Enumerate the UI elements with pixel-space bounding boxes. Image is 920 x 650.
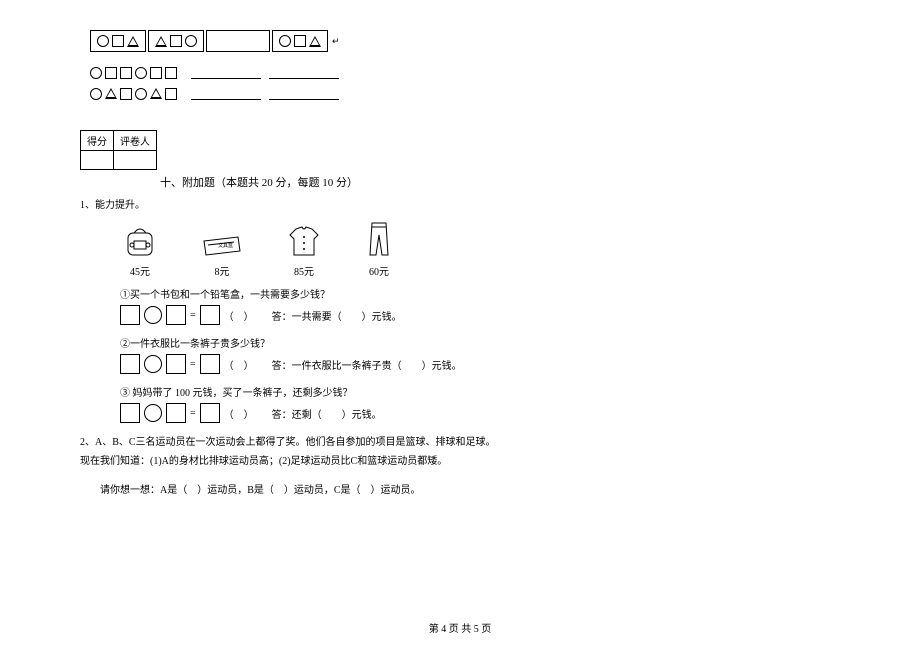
eq-blank[interactable] — [120, 354, 140, 374]
pants-icon — [364, 221, 394, 259]
q1-ans2: 答：一件衣服比一条裤子贵（ ）元钱。 — [272, 357, 462, 372]
pattern-box-blank — [206, 30, 270, 52]
item-price: 60元 — [364, 263, 394, 278]
page-content: ↵ 得分 评卷人 十、附加题（本题共 20 分，每题 10 分） 1、能力提升。 — [0, 0, 920, 496]
section-title: 十、附加题（本题共 20 分，每题 10 分） — [160, 174, 840, 190]
eq-op[interactable] — [144, 306, 162, 324]
item-shirt: 85元 — [284, 225, 324, 278]
q2-line2: 现在我们知道：(1)A的身材比排球运动员高；(2)足球运动员比C和篮球运动员都矮… — [80, 452, 840, 467]
item-pencilcase: 文具盒 8元 — [200, 235, 244, 278]
item-price: 85元 — [284, 263, 324, 278]
q1-label: 1、能力提升。 — [80, 196, 840, 211]
eq-blank[interactable] — [166, 403, 186, 423]
q2-line3: 请你想一想：A是（ ）运动员，B是（ ）运动员，C是（ ）运动员。 — [100, 481, 840, 496]
pattern-row-1: ↵ — [90, 30, 840, 52]
q1-sub2: ②一件衣服比一条裤子贵多少钱？ — [120, 335, 840, 350]
q2-line1: 2、A、B、C三名运动员在一次运动会上都得了奖。他们各自参加的项目是篮球、排球和… — [80, 433, 840, 448]
answer-blank[interactable] — [269, 66, 339, 79]
backpack-icon — [120, 225, 160, 259]
eq-blank[interactable] — [166, 305, 186, 325]
pattern-row-3 — [90, 87, 840, 100]
eq-unit: （ ） — [224, 308, 254, 323]
shirt-icon — [284, 225, 324, 259]
page-footer: 第 4 页 共 5 页 — [0, 620, 920, 635]
item-price: 45元 — [120, 263, 160, 278]
items-row: 45元 文具盒 8元 85元 60元 — [120, 221, 840, 278]
q1-sub3: ③ 妈妈带了 100 元钱，买了一条裤子，还剩多少钱？ — [120, 384, 840, 399]
answer-blank[interactable] — [191, 87, 261, 100]
pattern-row-2 — [90, 66, 840, 79]
eq-unit: （ ） — [224, 357, 254, 372]
item-price: 8元 — [200, 263, 244, 278]
score-header: 得分 — [81, 131, 114, 151]
q1-sub1: ①买一个书包和一个铅笔盒，一共需要多少钱？ — [120, 286, 840, 301]
eq-blank[interactable] — [120, 403, 140, 423]
answer-blank[interactable] — [269, 87, 339, 100]
eq-op[interactable] — [144, 404, 162, 422]
pattern-box — [90, 30, 146, 52]
eq-blank[interactable] — [120, 305, 140, 325]
eq-unit: （ ） — [224, 406, 254, 421]
eq-blank[interactable] — [200, 403, 220, 423]
pattern-box — [148, 30, 204, 52]
eq-op[interactable] — [144, 355, 162, 373]
equation-row: = （ ） 答：一件衣服比一条裤子贵（ ）元钱。 — [120, 354, 840, 374]
equation-row: = （ ） 答：一共需要（ ）元钱。 — [120, 305, 840, 325]
item-bag: 45元 — [120, 225, 160, 278]
score-table: 得分 评卷人 — [80, 130, 157, 170]
pattern-box — [272, 30, 328, 52]
pencilcase-icon: 文具盒 — [200, 235, 244, 259]
eq-blank[interactable] — [200, 305, 220, 325]
equation-row: = （ ） 答：还剩（ ）元钱。 — [120, 403, 840, 423]
svg-text:文具盒: 文具盒 — [218, 242, 233, 249]
answer-blank[interactable] — [191, 66, 261, 79]
q1-ans3: 答：还剩（ ）元钱。 — [272, 406, 382, 421]
q1-ans1: 答：一共需要（ ）元钱。 — [272, 308, 402, 323]
judge-header: 评卷人 — [114, 131, 157, 151]
eq-blank[interactable] — [200, 354, 220, 374]
eq-blank[interactable] — [166, 354, 186, 374]
item-pants: 60元 — [364, 221, 394, 278]
